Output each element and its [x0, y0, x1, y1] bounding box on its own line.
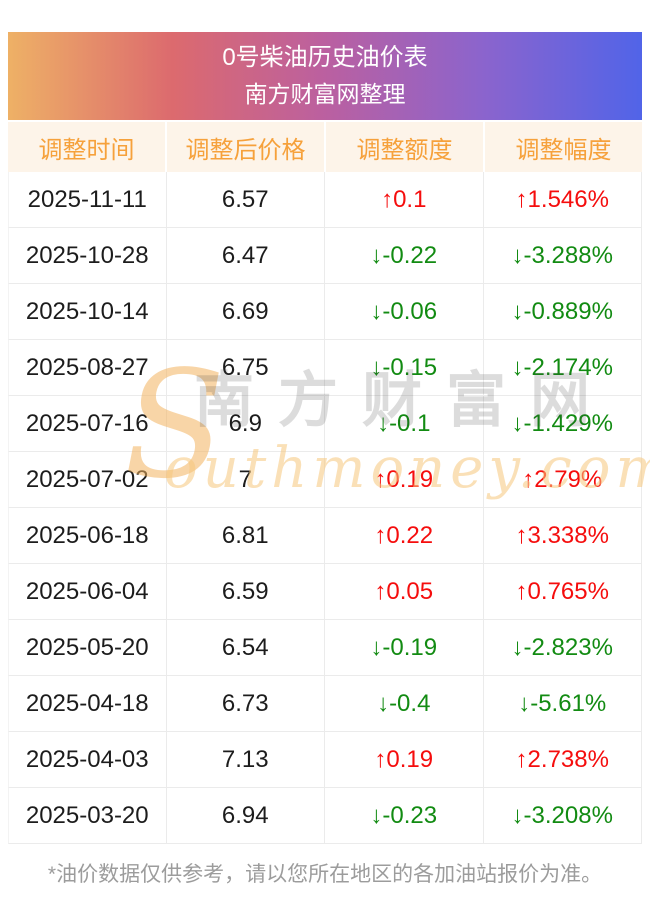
page-title: 0号柴油历史油价表 — [222, 44, 428, 71]
cell-change: ↓-0.19 — [325, 620, 484, 676]
cell-date: 2025-11-11 — [8, 172, 167, 228]
cell-price: 6.9 — [166, 396, 325, 452]
column-header-adjusted-price: 调整后价格 — [167, 122, 324, 172]
cell-price: 6.73 — [166, 676, 325, 732]
table-row: 2025-11-11 6.57 ↑0.1 ↑1.546% — [8, 172, 642, 228]
cell-change: ↓-0.06 — [325, 284, 484, 340]
cell-percent: ↓-2.823% — [483, 620, 642, 676]
cell-percent: ↓-2.174% — [483, 340, 642, 396]
cell-date: 2025-07-16 — [8, 396, 167, 452]
table-row: 2025-08-27 6.75 ↓-0.15 ↓-2.174% — [8, 340, 642, 396]
cell-price: 6.75 — [166, 340, 325, 396]
cell-change: ↓-0.4 — [325, 676, 484, 732]
cell-percent: ↑3.338% — [483, 508, 642, 564]
cell-change: ↓-0.1 — [325, 396, 484, 452]
cell-change: ↑0.05 — [325, 564, 484, 620]
banner: 0号柴油历史油价表 南方财富网整理 — [8, 32, 642, 120]
page-subtitle: 南方财富网整理 — [244, 81, 406, 107]
table-row: 2025-10-28 6.47 ↓-0.22 ↓-3.288% — [8, 228, 642, 284]
cell-date: 2025-03-20 — [8, 788, 167, 844]
cell-change: ↓-0.23 — [325, 788, 484, 844]
column-header-adjust-pct: 调整幅度 — [485, 122, 642, 172]
cell-percent: ↓-5.61% — [483, 676, 642, 732]
cell-percent: ↓-1.429% — [483, 396, 642, 452]
table-header-row: 调整时间 调整后价格 调整额度 调整幅度 — [8, 122, 642, 172]
cell-price: 6.69 — [166, 284, 325, 340]
cell-change: ↓-0.22 — [325, 228, 484, 284]
table-row: 2025-03-20 6.94 ↓-0.23 ↓-3.208% — [8, 788, 642, 844]
column-header-adjust-amount: 调整额度 — [326, 122, 483, 172]
table-row: 2025-07-02 7 ↑0.19 ↑2.79% — [8, 452, 642, 508]
cell-percent: ↓-3.208% — [483, 788, 642, 844]
cell-change: ↓-0.15 — [325, 340, 484, 396]
cell-percent: ↑2.738% — [483, 732, 642, 788]
table-row: 2025-10-14 6.69 ↓-0.06 ↓-0.889% — [8, 284, 642, 340]
table-row: 2025-06-18 6.81 ↑0.22 ↑3.338% — [8, 508, 642, 564]
cell-price: 7 — [166, 452, 325, 508]
cell-price: 6.81 — [166, 508, 325, 564]
cell-price: 6.59 — [166, 564, 325, 620]
cell-price: 7.13 — [166, 732, 325, 788]
table-row: 2025-05-20 6.54 ↓-0.19 ↓-2.823% — [8, 620, 642, 676]
cell-price: 6.94 — [166, 788, 325, 844]
table-body: 2025-11-11 6.57 ↑0.1 ↑1.546% 2025-10-28 … — [8, 172, 642, 844]
cell-date: 2025-08-27 — [8, 340, 167, 396]
disclaimer-note: *油价数据仅供参考，请以您所在地区的各加油站报价为准。 — [47, 863, 603, 886]
cell-change: ↑0.19 — [325, 452, 484, 508]
cell-date: 2025-05-20 — [8, 620, 167, 676]
cell-price: 6.47 — [166, 228, 325, 284]
cell-percent: ↑0.765% — [483, 564, 642, 620]
cell-date: 2025-10-14 — [8, 284, 167, 340]
table-row: 2025-06-04 6.59 ↑0.05 ↑0.765% — [8, 564, 642, 620]
cell-price: 6.57 — [166, 172, 325, 228]
cell-date: 2025-04-03 — [8, 732, 167, 788]
cell-change: ↑0.22 — [325, 508, 484, 564]
cell-change: ↑0.19 — [325, 732, 484, 788]
cell-date: 2025-04-18 — [8, 676, 167, 732]
cell-date: 2025-07-02 — [8, 452, 167, 508]
table-row: 2025-04-18 6.73 ↓-0.4 ↓-5.61% — [8, 676, 642, 732]
cell-date: 2025-06-18 — [8, 508, 167, 564]
price-table-page: 0号柴油历史油价表 南方财富网整理 调整时间 调整后价格 调整额度 调整幅度 2… — [8, 0, 642, 888]
cell-change: ↑0.1 — [325, 172, 484, 228]
cell-percent: ↑2.79% — [483, 452, 642, 508]
cell-price: 6.54 — [166, 620, 325, 676]
cell-percent: ↓-0.889% — [483, 284, 642, 340]
cell-percent: ↑1.546% — [483, 172, 642, 228]
cell-date: 2025-06-04 — [8, 564, 167, 620]
table-row: 2025-04-03 7.13 ↑0.19 ↑2.738% — [8, 732, 642, 788]
table-row: 2025-07-16 6.9 ↓-0.1 ↓-1.429% — [8, 396, 642, 452]
cell-percent: ↓-3.288% — [483, 228, 642, 284]
column-header-adjust-time: 调整时间 — [8, 122, 165, 172]
cell-date: 2025-10-28 — [8, 228, 167, 284]
